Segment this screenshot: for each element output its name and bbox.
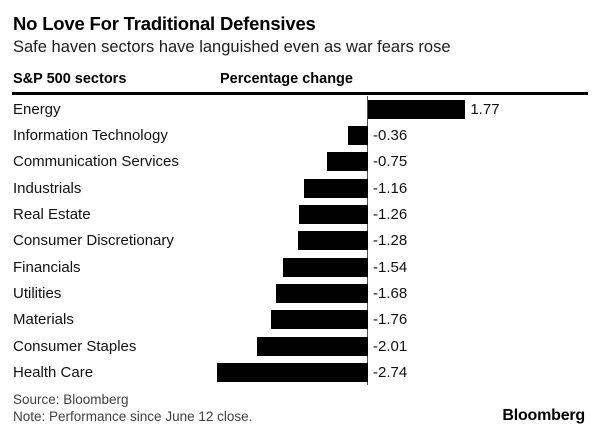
- bloomberg-logo: Bloomberg: [502, 407, 585, 424]
- value-bar: [348, 125, 368, 145]
- sector-label: Materials: [13, 311, 74, 329]
- value-label: -2.01: [373, 337, 408, 355]
- value-bar: [283, 257, 368, 277]
- value-bar: [298, 204, 368, 224]
- chart-row: Industrials -1.16: [0, 175, 600, 201]
- value-label: -1.28: [373, 232, 408, 250]
- chart-row: Materials -1.76: [0, 307, 600, 333]
- chart-subtitle: Safe haven sectors have languished even …: [13, 38, 451, 56]
- header-divider-rule: [12, 92, 588, 95]
- sector-label: Real Estate: [13, 205, 91, 223]
- sector-label: Financials: [13, 258, 81, 276]
- value-label: -0.36: [373, 126, 408, 144]
- sector-label: Industrials: [13, 179, 82, 197]
- x-axis-label: Percentage change: [220, 71, 353, 87]
- sector-label: Health Care: [13, 364, 94, 381]
- value-label: -1.54: [373, 258, 408, 276]
- chart-title: No Love For Traditional Defensives: [13, 13, 316, 34]
- value-label: -1.76: [373, 311, 408, 329]
- value-bar: [217, 363, 368, 382]
- footer-notes: Source: Bloomberg Note: Performance sinc…: [13, 391, 252, 425]
- value-bar: [326, 152, 368, 172]
- chart-row: Real Estate -1.26: [0, 201, 600, 227]
- sector-label: Consumer Staples: [13, 337, 137, 355]
- value-bar: [368, 99, 466, 119]
- chart-row: Energy 1.77: [0, 96, 600, 122]
- sector-label: Communication Services: [13, 153, 179, 171]
- sector-label: Information Technology: [13, 126, 168, 144]
- source-text: Source: Bloomberg: [13, 392, 129, 407]
- sector-label: Consumer Discretionary: [13, 232, 174, 250]
- chart-row: Consumer Discretionary -1.28: [0, 228, 600, 254]
- chart-row: Information Technology -0.36: [0, 122, 600, 148]
- value-bar: [257, 336, 368, 356]
- chart-row: Health Care -2.74: [0, 360, 600, 386]
- note-text: Note: Performance since June 12 close.: [13, 409, 253, 424]
- sector-label: Utilities: [13, 284, 62, 302]
- value-label: -1.68: [373, 284, 408, 302]
- y-axis-label: S&P 500 sectors: [13, 71, 127, 87]
- value-label: -1.26: [373, 205, 408, 223]
- value-label: -1.16: [373, 179, 408, 197]
- value-label: -0.75: [373, 153, 408, 171]
- value-label: -2.74: [373, 364, 408, 381]
- plot-area: Energy 1.77 Information Technology -0.36 Com…: [0, 96, 600, 386]
- value-label: 1.77: [470, 100, 500, 118]
- sector-label: Energy: [13, 100, 61, 118]
- value-bar: [275, 283, 368, 303]
- chart-row: Consumer Staples -2.01: [0, 333, 600, 359]
- value-bar: [297, 231, 368, 251]
- chart-row: Communication Services -0.75: [0, 149, 600, 175]
- value-bar: [271, 310, 368, 330]
- chart-row: Financials -1.54: [0, 254, 600, 280]
- chart-row: Utilities -1.68: [0, 280, 600, 306]
- value-bar: [304, 178, 368, 198]
